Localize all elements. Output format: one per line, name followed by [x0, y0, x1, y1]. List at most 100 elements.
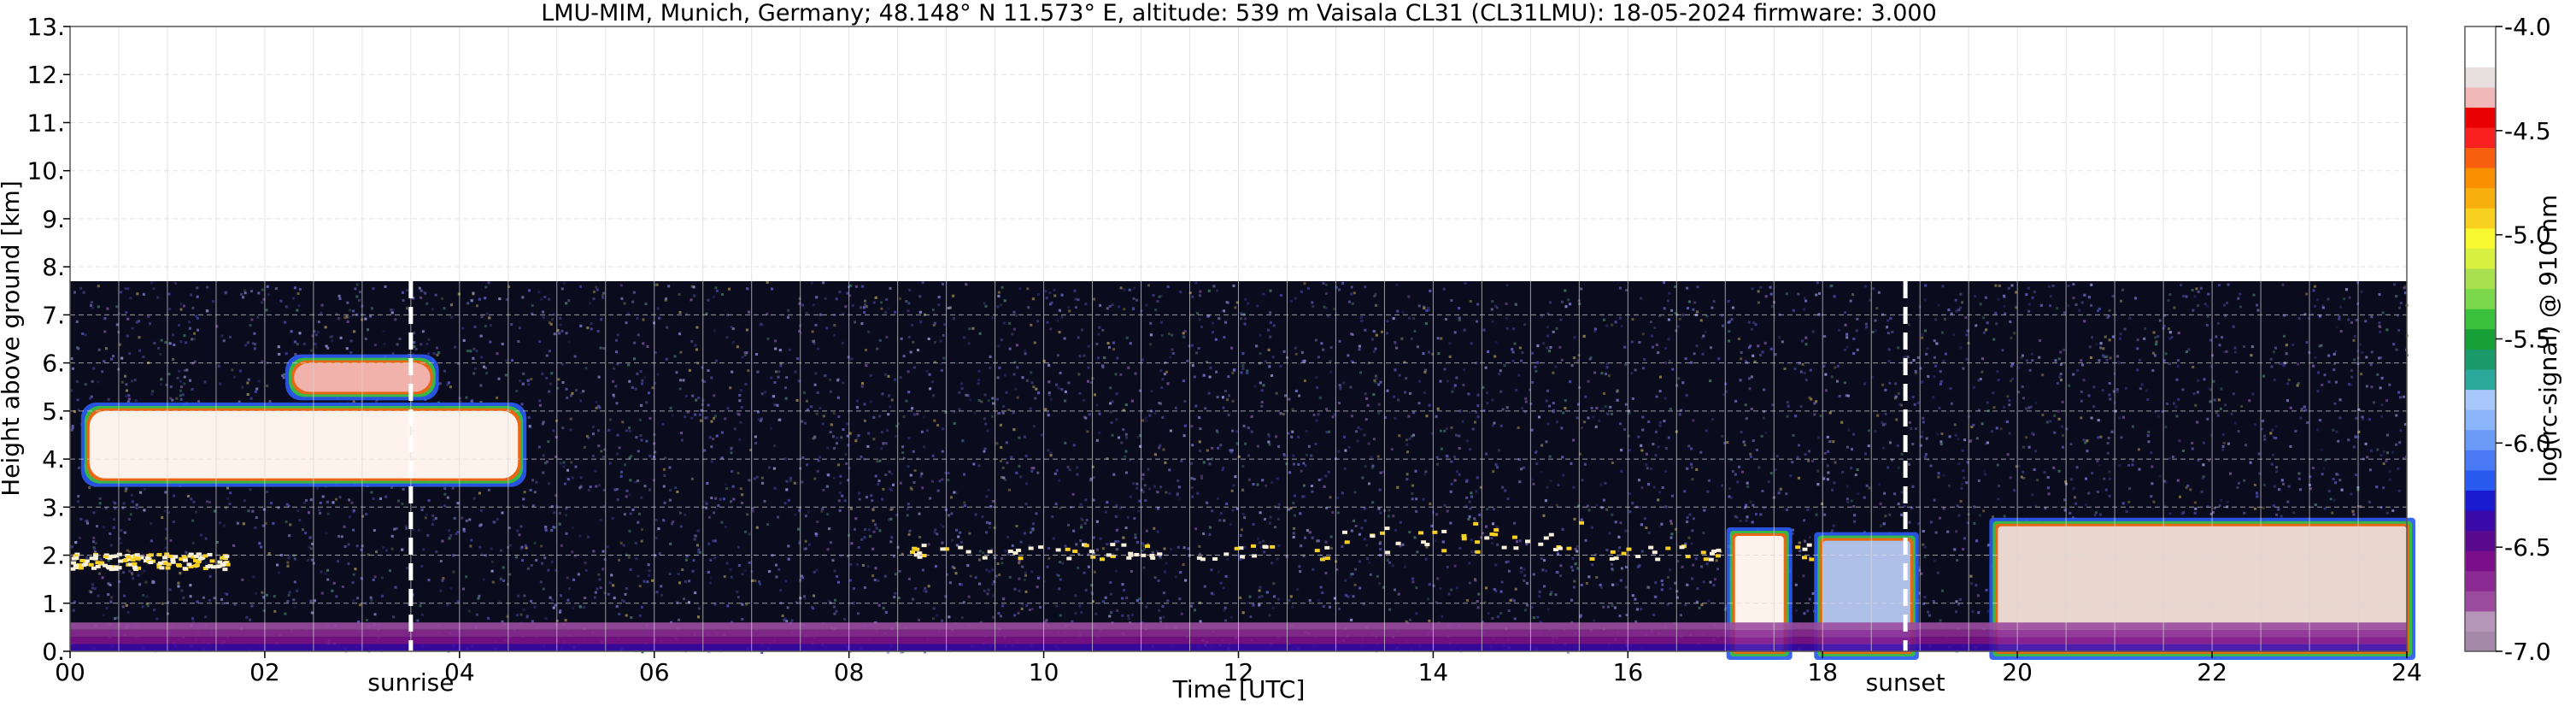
noise-speck: [238, 400, 241, 403]
noise-speck: [2158, 319, 2162, 322]
noise-speck: [1468, 500, 1471, 503]
noise-speck: [2136, 338, 2139, 342]
noise-speck: [1690, 542, 1693, 545]
noise-speck: [1804, 379, 1808, 381]
noise-speck: [543, 296, 547, 298]
noise-speck: [1158, 446, 1161, 450]
noise-speck: [942, 333, 945, 337]
noise-speck: [1005, 391, 1008, 394]
noise-speck: [1671, 494, 1674, 497]
noise-speck: [1523, 579, 1526, 582]
noise-speck: [1470, 342, 1473, 345]
noise-speck: [625, 429, 628, 432]
noise-speck: [1606, 412, 1610, 415]
noise-speck: [1405, 473, 1409, 476]
noise-speck: [375, 400, 378, 403]
noise-speck: [1534, 365, 1537, 368]
noise-speck: [871, 574, 875, 577]
noise-speck: [278, 571, 280, 574]
noise-speck: [1067, 381, 1071, 385]
noise-speck: [983, 417, 986, 421]
noise-speck: [1018, 287, 1022, 291]
noise-speck: [1869, 298, 1871, 302]
noise-speck: [803, 597, 807, 600]
noise-speck: [1760, 434, 1763, 438]
noise-speck: [2155, 340, 2158, 344]
noise-speck: [906, 514, 909, 517]
noise-speck: [2034, 450, 2038, 453]
noise-speck: [203, 380, 207, 384]
noise-speck: [1548, 404, 1552, 408]
noise-speck: [1410, 337, 1413, 340]
noise-speck: [2025, 407, 2028, 410]
noise-speck: [1315, 376, 1318, 379]
noise-speck: [1036, 471, 1040, 474]
noise-speck: [1032, 425, 1036, 428]
noise-speck: [1625, 613, 1628, 616]
noise-speck: [1363, 538, 1366, 541]
noise-speck: [1959, 306, 1963, 309]
noise-speck: [2173, 402, 2175, 405]
noise-speck: [2147, 440, 2151, 444]
noise-speck: [633, 341, 637, 344]
noise-speck: [542, 310, 544, 314]
noise-speck: [1223, 519, 1226, 522]
noise-speck: [1138, 389, 1141, 392]
noise-speck: [1272, 582, 1276, 585]
noise-speck: [894, 378, 897, 381]
noise-speck: [1752, 503, 1755, 507]
noise-speck: [616, 333, 619, 337]
noise-speck: [331, 339, 334, 343]
noise-speck: [1922, 543, 1925, 546]
noise-speck: [950, 512, 954, 515]
noise-speck: [1605, 508, 1609, 511]
noise-speck: [1647, 532, 1651, 534]
noise-speck: [987, 399, 990, 402]
noise-speck: [1145, 303, 1148, 307]
noise-speck: [168, 588, 172, 591]
noise-speck: [2287, 378, 2291, 381]
noise-speck: [669, 489, 672, 491]
noise-speck: [1290, 435, 1294, 438]
noise-speck: [1373, 294, 1376, 297]
noise-speck: [920, 472, 924, 475]
noise-speck: [713, 415, 717, 418]
noise-speck: [583, 445, 586, 449]
noise-speck: [1815, 513, 1818, 516]
noise-speck: [1576, 359, 1580, 362]
noise-speck: [1367, 442, 1370, 445]
noise-speck: [1247, 601, 1250, 604]
noise-speck: [2116, 391, 2120, 394]
noise-speck: [1391, 564, 1394, 568]
noise-speck: [1696, 285, 1699, 289]
noise-speck: [1145, 605, 1148, 609]
noise-speck: [1997, 297, 2000, 301]
noise-speck: [479, 384, 483, 387]
noise-speck: [311, 334, 314, 338]
noise-speck: [648, 488, 652, 491]
noise-speck: [1595, 576, 1599, 579]
noise-speck: [798, 540, 801, 544]
noise-speck: [2074, 502, 2078, 505]
noise-speck: [857, 434, 860, 437]
noise-speck: [306, 559, 309, 562]
noise-speck: [1911, 395, 1915, 398]
noise-speck: [1203, 585, 1206, 588]
noise-speck: [1742, 440, 1746, 444]
noise-speck: [751, 507, 754, 509]
noise-speck: [1486, 391, 1489, 395]
noise-speck: [1244, 317, 1247, 321]
noise-speck: [153, 341, 156, 344]
noise-speck: [1530, 478, 1534, 481]
noise-speck: [347, 543, 350, 546]
noise-speck: [1358, 586, 1362, 590]
noise-speck: [986, 592, 989, 596]
noise-speck: [1160, 334, 1164, 338]
noise-speck: [1970, 582, 1973, 585]
noise-speck: [1540, 556, 1543, 560]
noise-speck: [2335, 326, 2338, 329]
noise-speck: [1031, 529, 1035, 532]
noise-speck: [364, 602, 367, 605]
noise-speck: [489, 324, 492, 327]
noise-speck: [637, 574, 640, 578]
